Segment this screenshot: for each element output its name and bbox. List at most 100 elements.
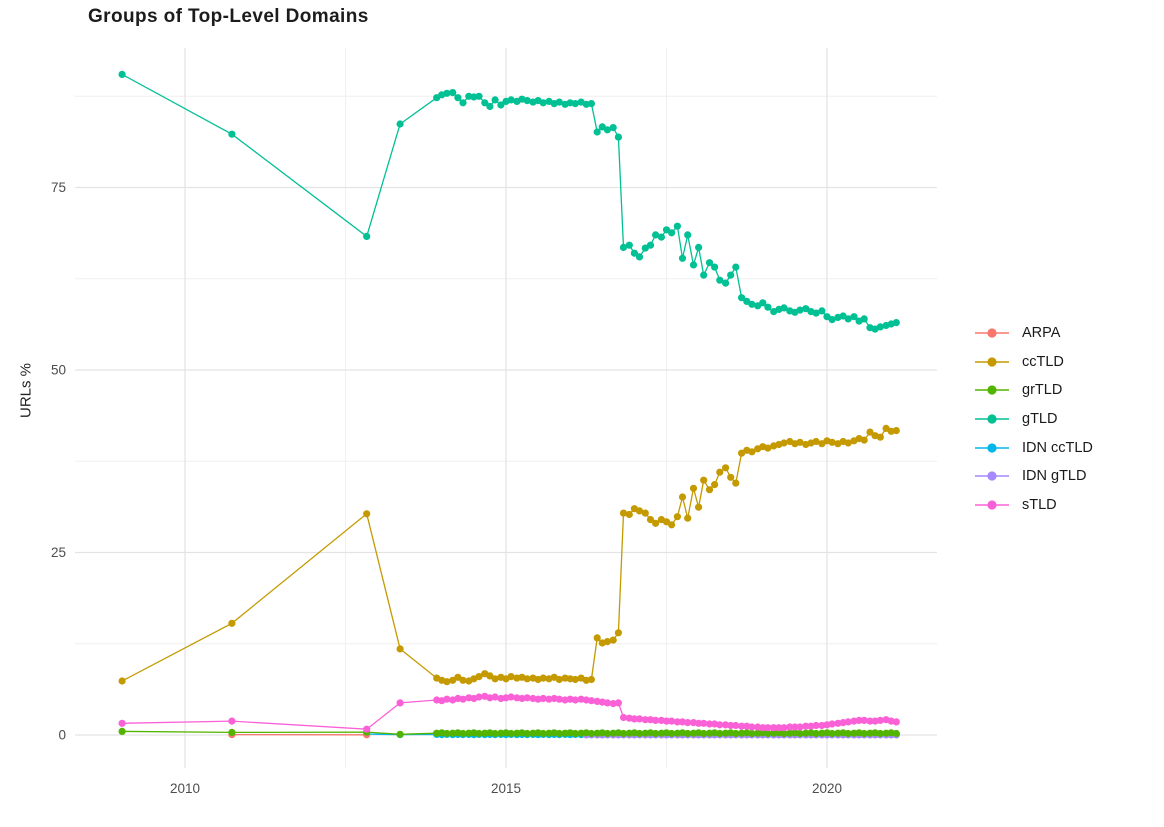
data-point <box>673 718 682 726</box>
data-point <box>523 729 531 738</box>
data-point <box>587 729 596 738</box>
data-point <box>668 717 676 725</box>
data-point <box>603 638 612 646</box>
data-point <box>802 729 810 737</box>
data-point <box>459 729 467 738</box>
data-point <box>396 699 404 707</box>
data-point <box>764 444 772 452</box>
data-point <box>844 718 852 726</box>
data-point <box>828 720 836 728</box>
data-point <box>475 673 483 681</box>
data-point <box>796 438 804 446</box>
data-point <box>625 510 633 519</box>
gridlines-major: 0 25 50 75 2010 2015 2020 <box>51 48 937 796</box>
data-point <box>486 102 494 111</box>
data-point <box>748 448 756 456</box>
data-point <box>228 728 236 737</box>
data-point <box>662 717 671 725</box>
data-point <box>876 323 884 331</box>
data-point <box>780 304 788 312</box>
data-point <box>652 729 660 738</box>
data-point <box>523 97 531 105</box>
data-point <box>732 479 740 487</box>
data-point <box>711 263 719 271</box>
legend-item-IDN-ccTLD: IDN ccTLD <box>975 433 1093 462</box>
data-point <box>892 319 900 327</box>
data-point <box>812 729 820 738</box>
data-point <box>614 629 623 637</box>
data-point <box>449 729 457 737</box>
data-point <box>635 729 644 738</box>
data-point <box>641 509 649 517</box>
series-gTLD <box>118 70 900 333</box>
x-tick-label: 2020 <box>812 781 842 796</box>
data-point <box>892 718 900 726</box>
data-point <box>609 124 617 132</box>
data-point <box>786 723 794 731</box>
data-point <box>668 521 676 529</box>
data-point <box>711 481 719 489</box>
series-ccTLD <box>118 424 900 686</box>
data-point <box>727 271 735 279</box>
data-point <box>828 729 836 738</box>
data-point <box>396 645 404 653</box>
data-point <box>523 675 531 683</box>
data-point <box>635 715 644 723</box>
legend-key-icon <box>975 468 1009 484</box>
data-point <box>673 222 682 230</box>
legend-label: sTLD <box>1022 496 1057 513</box>
data-point <box>764 303 772 311</box>
data-point <box>700 729 708 738</box>
data-point <box>587 100 596 108</box>
data-point <box>475 729 483 738</box>
data-point <box>860 315 868 323</box>
data-point <box>609 636 617 644</box>
data-point <box>770 729 778 737</box>
data-point <box>555 729 563 738</box>
data-point <box>764 724 772 732</box>
data-point <box>587 697 596 705</box>
legend-label: IDN ccTLD <box>1022 439 1093 456</box>
legend-key-icon <box>975 354 1009 370</box>
data-point <box>668 729 676 738</box>
y-axis-title: URLs % <box>17 363 35 419</box>
data-point <box>748 729 756 738</box>
data-point <box>481 99 489 107</box>
data-point <box>738 729 746 737</box>
data-point <box>491 96 499 104</box>
data-point <box>491 675 499 683</box>
y-tick-label: 75 <box>51 180 66 195</box>
data-point <box>491 729 499 738</box>
legend-item-grTLD: grTLD <box>975 376 1093 405</box>
data-point <box>796 723 804 731</box>
data-point <box>641 729 649 737</box>
data-point <box>228 619 236 627</box>
data-point <box>118 727 126 736</box>
data-point <box>497 101 505 109</box>
data-point <box>228 717 236 725</box>
data-point <box>396 120 404 128</box>
data-point <box>539 674 547 682</box>
legend-key-icon <box>975 325 1009 341</box>
data-point <box>705 486 714 494</box>
data-point <box>700 271 708 279</box>
data-point <box>844 315 852 323</box>
data-point <box>571 729 579 738</box>
data-point <box>818 307 826 315</box>
data-point <box>491 693 499 701</box>
data-point <box>828 438 836 446</box>
data-point <box>748 723 756 731</box>
data-point <box>475 92 483 100</box>
data-point <box>796 729 804 738</box>
legend-item-ccTLD: ccTLD <box>975 348 1093 377</box>
data-point <box>860 729 868 738</box>
data-point <box>619 509 628 517</box>
data-point <box>684 514 692 522</box>
data-point <box>892 729 900 738</box>
data-point <box>695 243 703 251</box>
data-point <box>443 678 451 686</box>
data-point <box>652 231 660 239</box>
data-point <box>738 722 746 730</box>
data-point <box>539 99 547 107</box>
